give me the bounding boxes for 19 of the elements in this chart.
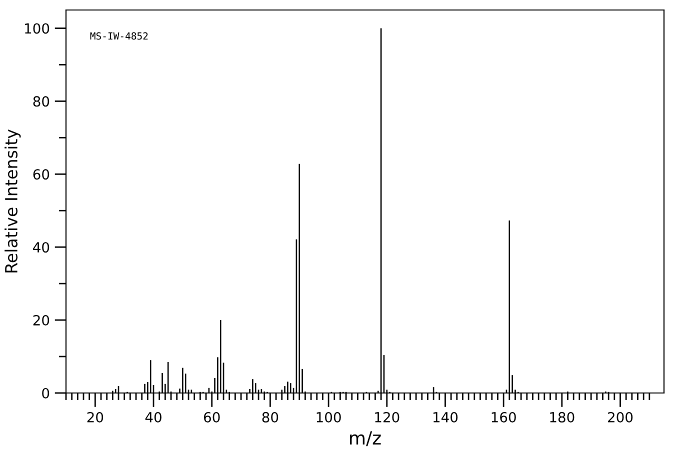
y-tick-label: 0 (42, 388, 50, 398)
x-tick-label: 60 (204, 412, 220, 422)
y-tick-label: 100 (25, 23, 50, 34)
x-tick-label: 40 (145, 412, 162, 422)
x-axis-title: m/z (350, 431, 381, 446)
annotation: MS-IW-4852 (90, 32, 148, 40)
x-tick-label: 180 (550, 412, 574, 422)
y-tick-label: 80 (33, 96, 50, 107)
x-tick-label: 200 (608, 412, 633, 422)
x-tick-label: 140 (433, 412, 458, 422)
y-axis-title: Relative Intensity (4, 129, 21, 272)
x-tick-label: 120 (375, 412, 400, 422)
y-tick-label: 20 (33, 315, 50, 326)
x-tick-label: 80 (262, 412, 278, 422)
x-tick-label: 100 (316, 412, 341, 422)
x-tick-label: 160 (492, 412, 516, 422)
y-tick-label: 60 (33, 169, 50, 180)
x-tick-label: 20 (87, 412, 104, 422)
y-tick-label: 40 (33, 242, 50, 253)
